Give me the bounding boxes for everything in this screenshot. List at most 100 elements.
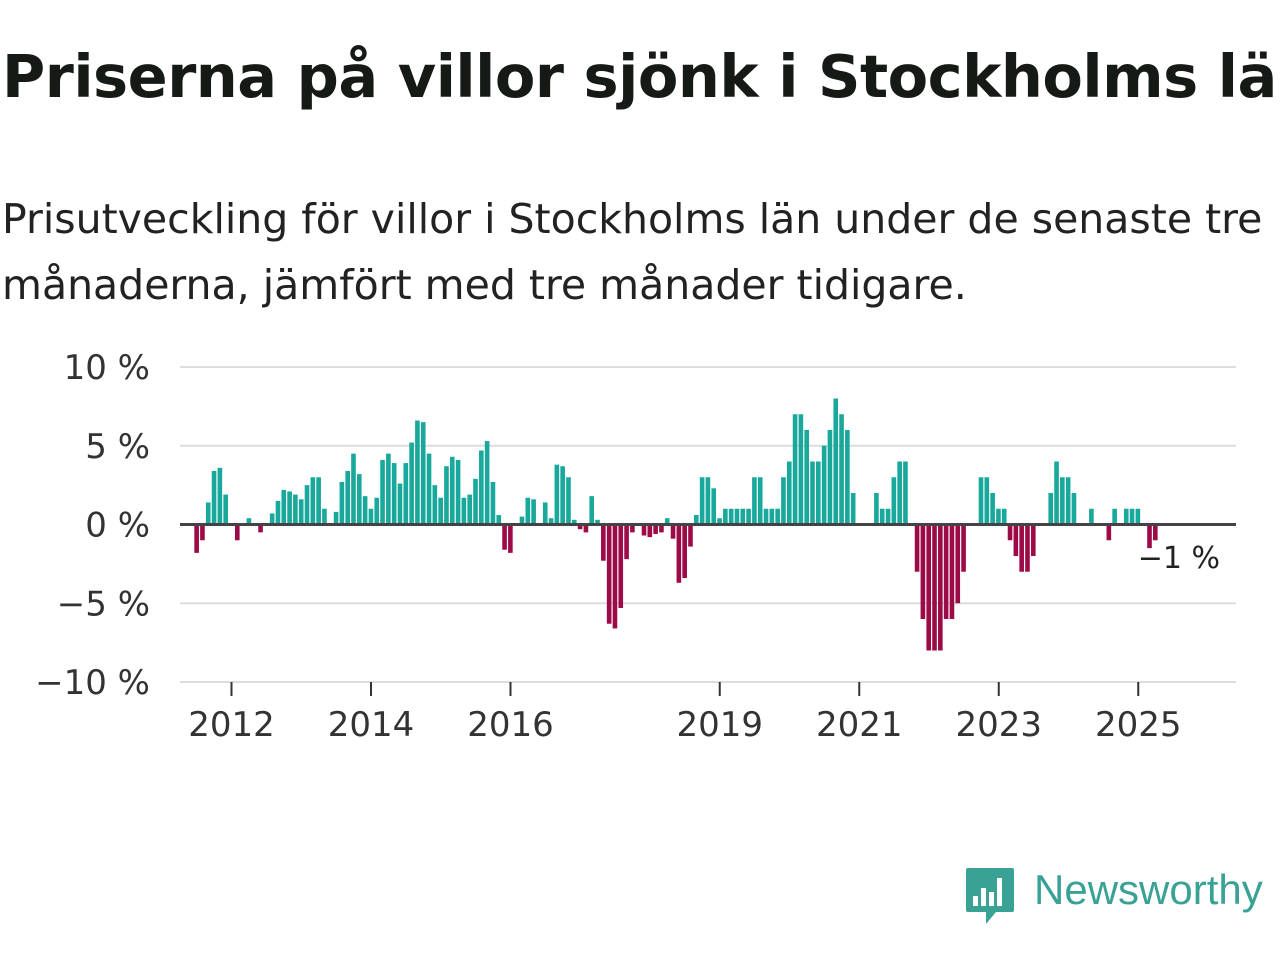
bar	[293, 494, 298, 525]
bar	[641, 524, 647, 536]
bar	[525, 497, 531, 525]
bar	[345, 470, 350, 525]
bar	[1001, 508, 1007, 525]
x-tick-label: 2012	[188, 705, 275, 745]
y-tick-label: −10 %	[35, 663, 150, 703]
bar	[508, 524, 513, 553]
bar	[769, 508, 775, 525]
bar	[304, 485, 310, 525]
bar	[322, 508, 327, 525]
bar	[792, 414, 798, 525]
bar	[839, 414, 844, 525]
bar	[606, 524, 612, 624]
bar	[1025, 524, 1030, 572]
bar	[409, 442, 414, 525]
bar	[647, 524, 653, 538]
bar	[1106, 524, 1112, 541]
bar	[548, 518, 554, 525]
bar	[223, 494, 228, 525]
bar	[1147, 524, 1152, 549]
x-axis: 2012 2014 2016 2019 2021 2023 2025	[180, 681, 1236, 745]
y-tick-label: −5 %	[57, 584, 150, 624]
bar	[978, 477, 984, 525]
bar	[420, 422, 426, 525]
bar	[914, 524, 920, 572]
bar	[583, 524, 589, 533]
bar	[664, 518, 670, 525]
bar	[258, 524, 263, 533]
bar	[200, 524, 205, 541]
bar	[775, 508, 780, 525]
chart-subtitle: Prisutveckling för villor i Stockholms l…	[2, 195, 1263, 309]
bar	[386, 453, 391, 525]
bar	[496, 515, 502, 525]
bar	[903, 461, 908, 525]
bar	[676, 524, 682, 583]
bar	[885, 508, 891, 525]
bar	[571, 519, 577, 525]
bar	[287, 491, 292, 525]
bar	[566, 477, 571, 525]
bar	[827, 430, 833, 525]
bar	[211, 470, 217, 525]
bar	[624, 524, 629, 560]
bar	[391, 463, 397, 525]
bar	[531, 499, 536, 525]
bar	[1065, 477, 1071, 525]
bar	[461, 497, 467, 525]
bar	[554, 464, 560, 525]
bar	[1071, 493, 1077, 525]
bar	[682, 524, 687, 579]
bar	[816, 461, 821, 525]
bar	[746, 508, 751, 525]
bar	[879, 508, 885, 525]
bar	[438, 497, 443, 525]
bar	[316, 477, 321, 525]
bar	[362, 496, 368, 525]
x-tick-label: 2019	[676, 705, 763, 745]
bar	[810, 461, 815, 525]
bar	[397, 483, 403, 525]
bar	[339, 481, 345, 525]
bar	[333, 511, 339, 525]
bar	[845, 430, 850, 525]
bar	[473, 478, 478, 525]
bar	[693, 515, 699, 525]
bar	[310, 477, 316, 525]
x-tick-label: 2021	[816, 705, 903, 745]
bar	[1030, 524, 1036, 556]
bar	[1007, 524, 1013, 541]
bar	[357, 474, 362, 525]
bar	[415, 420, 420, 525]
bar	[920, 524, 926, 619]
bar	[740, 508, 746, 525]
bar	[432, 485, 438, 525]
bar	[380, 459, 385, 525]
bar	[850, 493, 856, 525]
bar	[897, 461, 902, 525]
x-tick-label: 2014	[328, 705, 415, 745]
bar	[821, 445, 827, 525]
bar	[542, 502, 548, 525]
bar	[781, 477, 786, 525]
bar	[752, 477, 757, 525]
bar	[1129, 508, 1135, 525]
x-tick-label: 2025	[1095, 705, 1182, 745]
bar	[705, 477, 711, 525]
y-tick-label: 10 %	[64, 348, 150, 388]
bar	[455, 459, 461, 525]
bar	[595, 519, 600, 525]
bar	[467, 494, 473, 525]
bar	[351, 453, 356, 525]
bar-chart: 10 % 5 % 0 % −5 % −10 % 2012 2014 2016 2019 2021…	[35, 348, 1236, 745]
bar	[630, 524, 635, 533]
bar	[943, 524, 949, 619]
bar	[1054, 461, 1059, 525]
bar	[670, 524, 676, 539]
bar	[1153, 524, 1158, 541]
bar	[234, 524, 240, 541]
bar	[444, 466, 449, 525]
bar	[990, 493, 995, 525]
bar	[368, 508, 374, 525]
bar	[502, 524, 507, 550]
